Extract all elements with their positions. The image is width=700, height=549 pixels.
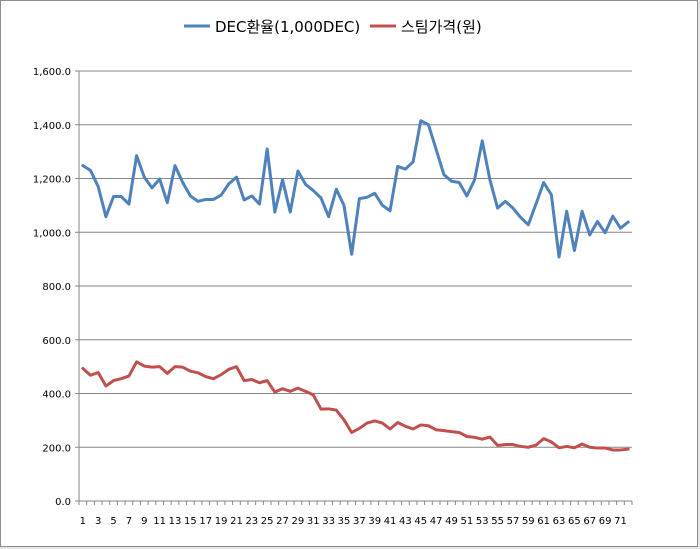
legend-label: 스팀가격(원) xyxy=(401,18,482,36)
x-tick-label: 39 xyxy=(368,516,381,527)
x-tick-label: 7 xyxy=(126,516,132,527)
x-tick-label: 69 xyxy=(599,516,612,527)
x-tick-label: 67 xyxy=(583,516,596,527)
y-tick-label: 1,200.0 xyxy=(33,175,71,186)
x-tick-label: 45 xyxy=(414,516,427,527)
x-tick-label: 25 xyxy=(261,516,274,527)
x-tick-label: 71 xyxy=(614,516,627,527)
x-tick-label: 31 xyxy=(307,516,320,527)
x-tick-label: 13 xyxy=(169,516,182,527)
x-tick-label: 29 xyxy=(292,516,305,527)
x-tick-label: 41 xyxy=(384,516,397,527)
y-tick-label: 200.0 xyxy=(42,443,71,454)
series-line-1 xyxy=(81,119,630,259)
x-tick-label: 51 xyxy=(461,516,474,527)
series-lines xyxy=(81,119,630,452)
x-tick-label: 65 xyxy=(568,516,581,527)
x-tick-label: 59 xyxy=(522,516,535,527)
x-tick-label: 9 xyxy=(141,516,147,527)
y-tick-label: 0.0 xyxy=(55,497,71,508)
gridlines xyxy=(79,70,632,448)
y-tick-label: 1,000.0 xyxy=(33,228,71,239)
x-tick-label: 3 xyxy=(95,516,101,527)
x-tick-label: 37 xyxy=(353,516,366,527)
x-tick-label: 47 xyxy=(430,516,443,527)
y-tick-label: 400.0 xyxy=(42,390,71,401)
x-tick-label: 15 xyxy=(184,516,197,527)
x-tick-label: 5 xyxy=(110,516,116,527)
x-tick-label: 53 xyxy=(476,516,489,527)
x-tick-label: 61 xyxy=(537,516,550,527)
legend: DEC환율(1,000DEC) 스팀가격(원) xyxy=(184,18,482,36)
x-tick-label: 1 xyxy=(80,516,86,527)
y-tick-label: 1,400.0 xyxy=(33,121,71,132)
y-tick-label: 800.0 xyxy=(42,282,71,293)
x-tick-label: 27 xyxy=(276,516,289,527)
axes: 0.0 200.0 400.0 600.0 800.0 1,000.0 1,200.0 1,4… xyxy=(33,67,633,527)
x-tick-label: 55 xyxy=(491,516,504,527)
x-tick-label: 19 xyxy=(215,516,228,527)
x-tick-label: 63 xyxy=(553,516,566,527)
x-tick-label: 49 xyxy=(445,516,458,527)
series-line-2 xyxy=(81,360,630,452)
y-tick-label: 1,600.0 xyxy=(33,67,71,78)
x-tick-label: 43 xyxy=(399,516,412,527)
y-tick-label: 600.0 xyxy=(42,336,71,347)
x-tick-label: 17 xyxy=(199,516,212,527)
x-tick-label: 35 xyxy=(338,516,351,527)
x-tick-label: 21 xyxy=(230,516,243,527)
x-tick-label: 23 xyxy=(245,516,258,527)
x-tick-label: 57 xyxy=(507,516,520,527)
x-tick-label: 11 xyxy=(153,516,166,527)
x-tick-label: 33 xyxy=(322,516,335,527)
legend-label: DEC환율(1,000DEC) xyxy=(215,18,360,36)
